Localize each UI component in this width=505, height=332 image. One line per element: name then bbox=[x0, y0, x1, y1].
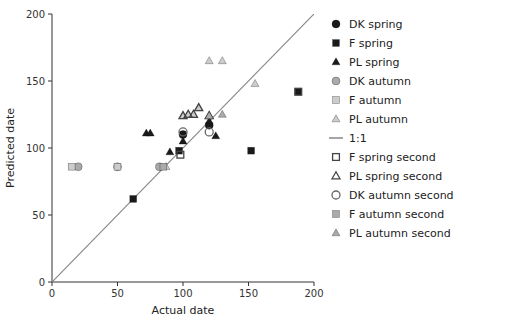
legend-swatch bbox=[333, 154, 340, 161]
y-tick-label: 50 bbox=[32, 210, 45, 221]
y-tick bbox=[48, 14, 52, 15]
point bbox=[177, 151, 184, 158]
x-tick bbox=[248, 282, 249, 286]
legend-label: 1:1 bbox=[349, 132, 367, 145]
y-tick-label: 100 bbox=[26, 143, 45, 154]
legend-swatch bbox=[333, 40, 340, 47]
legend-label: PL spring bbox=[349, 56, 400, 69]
x-tick-label: 200 bbox=[304, 288, 323, 299]
point bbox=[146, 129, 154, 136]
legend-label: F autumn bbox=[349, 94, 402, 107]
y-tick bbox=[48, 81, 52, 82]
legend-label: F autumn second bbox=[349, 208, 444, 221]
plot-area bbox=[52, 14, 314, 282]
point bbox=[195, 104, 203, 111]
point bbox=[218, 110, 226, 117]
point bbox=[114, 163, 121, 170]
point bbox=[205, 112, 213, 119]
legend-label: PL autumn second bbox=[349, 227, 451, 240]
legend-label: PL spring second bbox=[349, 170, 442, 183]
point bbox=[166, 148, 174, 155]
y-tick-label: 150 bbox=[26, 76, 45, 87]
point bbox=[114, 163, 122, 171]
point bbox=[160, 163, 167, 170]
legend-label: DK spring bbox=[349, 18, 402, 31]
x-tick-label: 50 bbox=[111, 288, 124, 299]
x-tick bbox=[314, 282, 315, 286]
point bbox=[295, 88, 302, 95]
point bbox=[205, 112, 213, 119]
legend-swatch bbox=[332, 172, 340, 179]
legend-swatch bbox=[332, 229, 340, 236]
legend-label: PL autumn bbox=[349, 113, 408, 126]
point bbox=[251, 79, 259, 86]
legend-swatch bbox=[333, 97, 340, 104]
legend-swatch bbox=[332, 77, 340, 85]
legend-label: DK autumn second bbox=[349, 189, 454, 202]
x-tick-label: 100 bbox=[173, 288, 192, 299]
y-tick bbox=[48, 215, 52, 216]
point bbox=[295, 88, 302, 95]
point bbox=[179, 137, 187, 144]
legend-swatch bbox=[332, 20, 340, 28]
x-tick bbox=[52, 282, 53, 286]
point bbox=[218, 57, 226, 64]
point bbox=[205, 57, 213, 64]
legend-swatch bbox=[332, 191, 340, 199]
legend-label: F spring second bbox=[349, 151, 436, 164]
x-axis-label: Actual date bbox=[152, 304, 215, 317]
y-axis-label: Predicted date bbox=[4, 108, 17, 188]
x-tick bbox=[183, 282, 184, 286]
legend-swatch bbox=[332, 115, 340, 122]
y-tick-label: 0 bbox=[39, 277, 45, 288]
legend-swatch bbox=[333, 211, 340, 218]
point bbox=[130, 196, 137, 203]
legend-swatch bbox=[332, 58, 340, 65]
point bbox=[205, 128, 213, 136]
x-tick bbox=[117, 282, 118, 286]
point bbox=[189, 110, 197, 117]
legend-swatch bbox=[329, 137, 343, 139]
point bbox=[74, 163, 82, 171]
legend-label: DK autumn bbox=[349, 75, 411, 88]
point bbox=[68, 163, 75, 170]
point bbox=[179, 128, 187, 136]
y-tick bbox=[48, 148, 52, 149]
y-tick bbox=[48, 282, 52, 283]
reference-line bbox=[52, 14, 314, 282]
point bbox=[248, 147, 255, 154]
chart: 0 50 100 150 200 0 50 100 150 200 Actual date Predi… bbox=[0, 0, 505, 332]
legend-label: F spring bbox=[349, 37, 393, 50]
point bbox=[195, 104, 203, 111]
y-tick-label: 200 bbox=[26, 9, 45, 20]
x-tick-label: 150 bbox=[239, 288, 258, 299]
x-tick-label: 0 bbox=[49, 288, 55, 299]
legend: DK spring F spring PL spring DK autumn F aut… bbox=[329, 18, 454, 240]
